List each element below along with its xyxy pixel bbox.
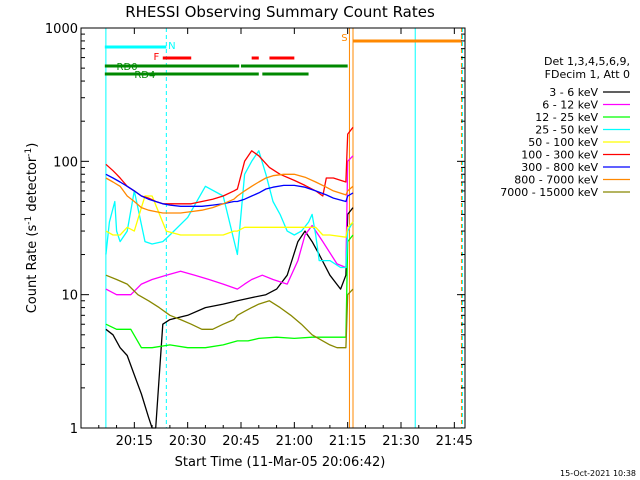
x-axis: 20:15 20:30 20:45 21:00 21:15 21:30 21:45 [98, 28, 473, 449]
y-axis-label-sup: -1 [24, 216, 34, 225]
y-tick-label-1000: 1000 [45, 22, 78, 37]
series-line-12-25-kev [105, 234, 354, 349]
legend-label-3-6-kev: 3 - 6 keV [549, 86, 598, 99]
series-line-6-12-kev [105, 155, 354, 296]
legend-header-1: Det 1,3,4,5,6,9, [544, 55, 630, 68]
legend-label-25-50-kev: 25 - 50 keV [535, 124, 598, 137]
flag-label-f: F [153, 52, 159, 63]
legend-label-100-300-kev: 100 - 300 keV [521, 149, 598, 162]
plot-frame [80, 27, 466, 429]
chart-title: RHESSI Observing Summary Count Rates [125, 3, 435, 21]
legend-label-6-12-kev: 6 - 12 keV [542, 99, 598, 112]
series-line-25-50-kev [105, 150, 354, 269]
legend-label-300-800-kev: 300 - 800 keV [521, 161, 598, 174]
y-axis-label-close: ) [25, 143, 40, 148]
legend-label-12-25-kev: 12 - 25 keV [535, 111, 598, 124]
series-line-800-7000-kev [105, 173, 354, 214]
y-axis-label: Count Rate (s-1 detector-1) [24, 143, 40, 314]
flag-label-n: N [168, 41, 175, 52]
x-tick-label-2115: 21:15 [329, 434, 366, 449]
series-line-3-6-kev [105, 207, 354, 429]
series-line-7000-15000-kev [105, 274, 354, 349]
x-axis-label: Start Time (11-Mar-05 20:06:42) [175, 455, 386, 470]
y-tick-label-10: 10 [61, 289, 78, 304]
x-tick-label-2130: 21:30 [382, 434, 419, 449]
x-tick-label-2030: 20:30 [169, 434, 206, 449]
y-tick-label-1: 1 [70, 422, 78, 437]
x-tick-label-2100: 21:00 [276, 434, 313, 449]
legend-label-50-100-kev: 50 - 100 keV [528, 136, 598, 149]
series-line-50-100-kev [105, 195, 354, 238]
x-tick-label-2045: 20:45 [222, 434, 259, 449]
y-axis: 1 10 100 1000 [45, 22, 465, 437]
timestamp: 15-Oct-2021 10:38 [560, 469, 636, 478]
y-axis-label-sup2: -1 [24, 148, 34, 157]
y-tick-label-100: 100 [53, 155, 78, 170]
flag-label-rd4: RD4 [134, 70, 155, 81]
y-axis-label-tail: detector [25, 156, 40, 216]
x-tick-label-2015: 20:15 [116, 434, 153, 449]
x-tick-label-2145: 21:45 [436, 434, 473, 449]
flag-label-s: S [341, 33, 347, 44]
flag-label-rd0: RD0 [117, 62, 138, 73]
legend-header-2: FDecim 1, Att 0 [545, 68, 630, 81]
legend: Det 1,3,4,5,6,9, FDecim 1, Att 0 3 - 6 k… [500, 55, 630, 199]
series-line-300-800-kev [105, 173, 354, 207]
legend-label-800-7000-kev: 800 - 7000 keV [514, 174, 598, 187]
y-axis-label-main: Count Rate (s [25, 225, 40, 314]
legend-label-7000-15000-kev: 7000 - 15000 keV [500, 186, 598, 199]
